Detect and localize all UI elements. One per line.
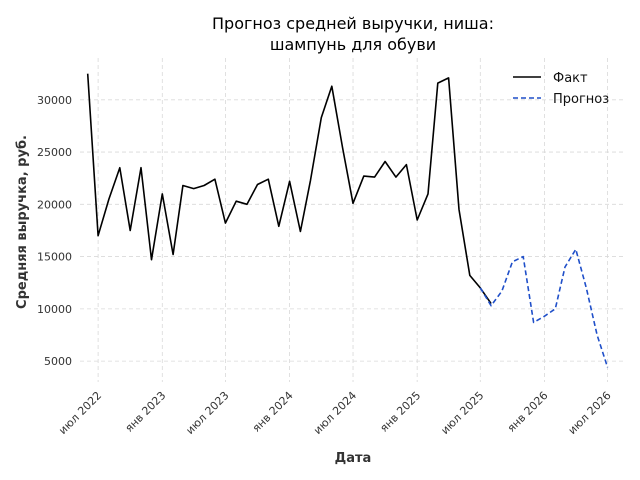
y-tick-label: 15000	[37, 251, 72, 264]
chart-title-line-1: Прогноз средней выручки, ниша:	[212, 14, 494, 33]
series-line-forecast	[479, 248, 609, 368]
y-tick-label: 20000	[37, 198, 72, 211]
y-axis-ticks: 5000 10000 15000 20000 25000 30000	[37, 94, 72, 368]
x-axis-label: Дата	[335, 451, 372, 466]
x-tick-label: янв 2025	[377, 389, 423, 435]
x-tick-label: июл 2022	[56, 389, 104, 437]
x-tick-label: июл 2024	[311, 389, 359, 437]
x-tick-label: июл 2023	[183, 389, 231, 437]
x-tick-label: янв 2026	[505, 389, 551, 435]
y-tick-label: 10000	[37, 303, 72, 316]
x-tick-label: июл 2026	[566, 389, 614, 437]
x-tick-label: янв 2024	[250, 389, 296, 435]
chart-title-line-2: шампунь для обуви	[270, 35, 436, 54]
x-axis-ticks: июл 2022 янв 2023 июл 2023 янв 2024 июл 2024…	[56, 389, 613, 437]
x-tick-label: июл 2025	[438, 389, 486, 437]
series-layer	[86, 73, 609, 368]
y-tick-label: 30000	[37, 94, 72, 107]
y-axis-label: Средняя выручка, руб.	[15, 135, 30, 309]
series-line-fact	[86, 73, 492, 305]
grid	[80, 58, 625, 382]
legend-label-forecast: Прогноз	[553, 92, 609, 107]
legend: Факт Прогноз	[513, 71, 609, 107]
y-tick-label: 5000	[44, 355, 72, 368]
y-tick-label: 25000	[37, 146, 72, 159]
legend-label-fact: Факт	[553, 71, 588, 86]
x-tick-label: янв 2023	[123, 389, 169, 435]
